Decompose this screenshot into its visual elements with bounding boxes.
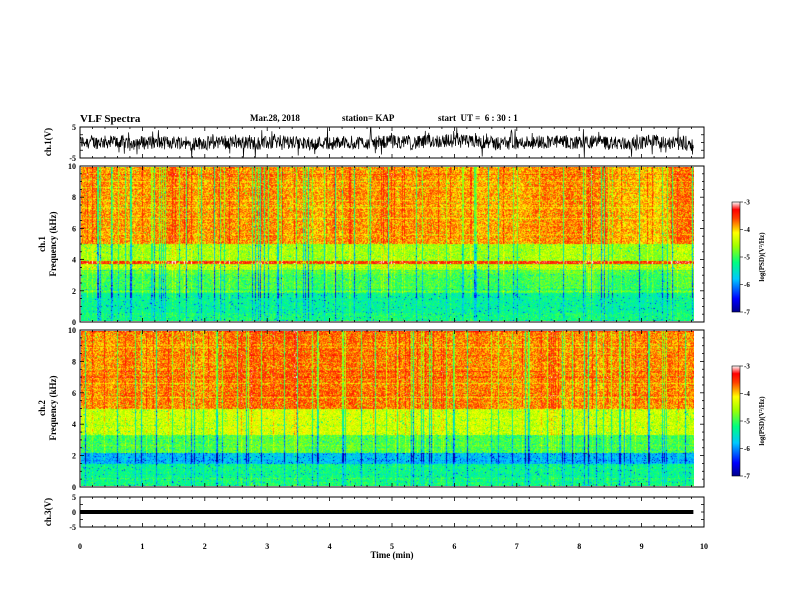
x-tick-label: 1: [140, 542, 144, 551]
y-tick-label: -5: [69, 523, 76, 532]
ch2-colorbar-label: log(PSD)(V²/Hz): [758, 396, 766, 446]
y-tick-label: 4: [72, 256, 76, 265]
date-label: Mar.28, 2018: [250, 113, 300, 123]
y-tick-label: 5: [72, 123, 76, 132]
x-tick-label: 7: [515, 542, 519, 551]
y-tick-label: 8: [72, 193, 76, 202]
station-label: station= KAP: [342, 113, 395, 123]
x-tick-label: 8: [577, 542, 581, 551]
colorbar-tick-label: -5: [744, 254, 750, 262]
x-tick-label: 2: [203, 542, 207, 551]
ch1-spectrogram-heatmap: [81, 167, 694, 321]
ch1-colorbar-ticks: -3 -4 -5 -6 -7: [740, 199, 750, 317]
colorbar-tick-label: -7: [744, 309, 750, 317]
y-tick-label: 10: [68, 162, 76, 171]
x-tick-label: 4: [328, 542, 332, 551]
y-tick-label: 6: [72, 389, 76, 398]
ch3-waveform-ylabel: ch.3(V): [43, 498, 53, 526]
y-tick-label: 0: [72, 318, 76, 327]
y-tick-label: 5: [72, 493, 76, 502]
x-tick-label: 9: [640, 542, 644, 551]
y-tick-label: 0: [72, 508, 76, 517]
colorbar-tick-label: -5: [744, 418, 750, 426]
colorbar-tick-label: -6: [744, 445, 750, 453]
y-tick-label: 0: [72, 483, 76, 492]
ch2-spectrogram-heatmap: [81, 331, 694, 486]
ch1-heatmap-container: [81, 167, 694, 321]
x-tick-label: 3: [265, 542, 269, 551]
ch2-colorbar-gradient: [731, 365, 741, 477]
colorbar-tick-label: -7: [744, 473, 750, 481]
colorbar-tick-label: -4: [744, 226, 750, 234]
ch2-spectrogram-ylabel-line1: ch.2: [37, 400, 47, 416]
ch1-waveform-trace: [80, 127, 694, 158]
figure-title: VLF Spectra: [80, 113, 141, 125]
y-tick-label: 6: [72, 224, 76, 233]
y-tick-label: 4: [72, 420, 76, 429]
colorbar-tick-label: -6: [744, 281, 750, 289]
x-tick-label: 5: [390, 542, 394, 551]
ch2-colorbar: -3 -4 -5 -6 -7 log(PSD)(V²/Hz): [731, 363, 766, 481]
start-time-label: start UT = 6 : 30 : 1: [438, 113, 518, 123]
ch2-heatmap-container: [81, 331, 694, 486]
axis-ticks: [79, 126, 705, 528]
x-axis-label: Time (min): [370, 550, 413, 560]
y-tick-label: 2: [72, 452, 76, 461]
y-tick-label: 8: [72, 357, 76, 366]
x-tick-label: 0: [78, 542, 82, 551]
ch1-colorbar: -3 -4 -5 -6 -7 log(PSD)(V²/Hz): [731, 199, 766, 317]
y-tick-label: -5: [69, 154, 76, 163]
y-tick-label: 10: [68, 326, 76, 335]
ch1-spectrogram-ylabel-line1: ch.1: [37, 236, 47, 252]
ch1-waveform-ylabel: ch.1(V): [43, 128, 53, 156]
x-tick-label: 6: [452, 542, 456, 551]
colorbar-tick-label: -3: [744, 199, 750, 207]
colorbar-tick-label: -4: [744, 390, 750, 398]
ch1-colorbar-label: log(PSD)(V²/Hz): [758, 232, 766, 282]
ch1-spectrogram-ylabel-line2: Frequency (kHz): [48, 211, 58, 276]
ch2-colorbar-ticks: -3 -4 -5 -6 -7: [740, 363, 750, 481]
x-tick-label: 10: [700, 542, 708, 551]
ch2-spectrogram-ylabel-line2: Frequency (kHz): [48, 375, 58, 440]
colorbar-tick-label: -3: [744, 363, 750, 371]
y-tick-label: 2: [72, 287, 76, 296]
ch1-colorbar-gradient: [731, 201, 741, 313]
